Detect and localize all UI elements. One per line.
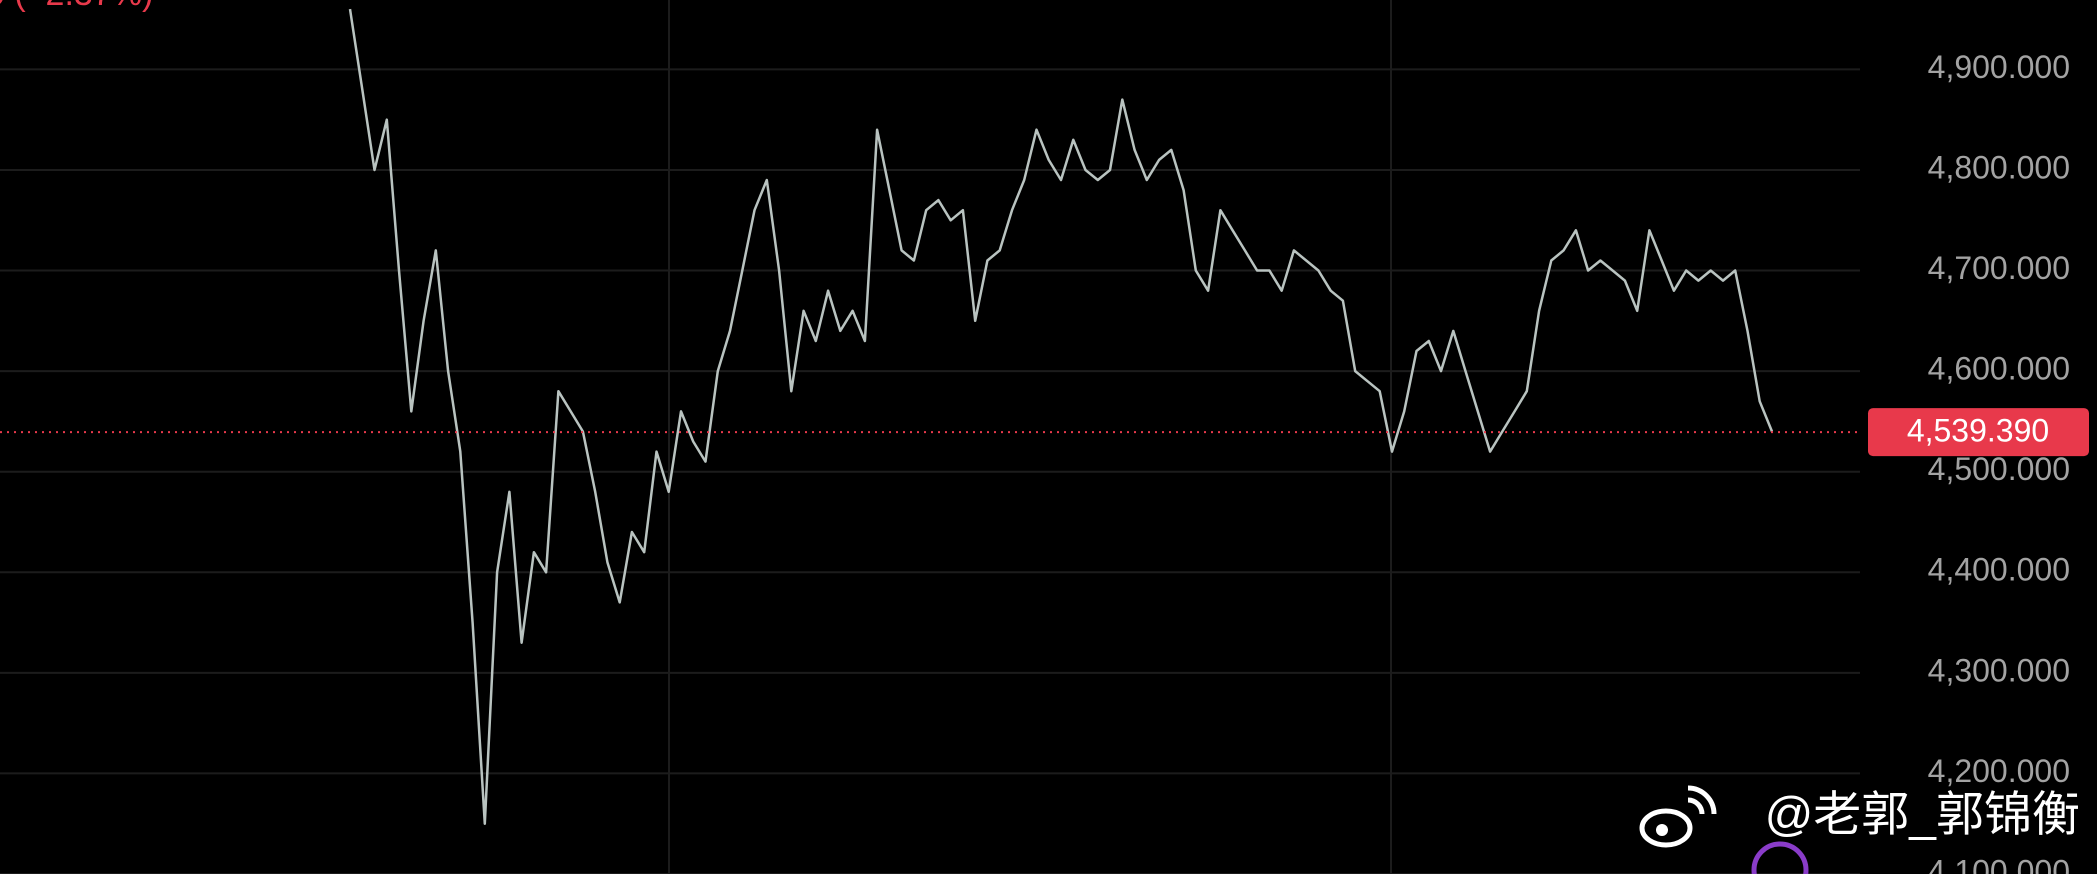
last-price-box: [1868, 408, 2089, 457]
y-tick-label: 4,300.000: [1928, 652, 2070, 688]
y-tick-label: 4,100.000: [1928, 853, 2070, 874]
header-change: 0 (−2.37%): [0, 0, 153, 13]
y-tick-label: 4,200.000: [1928, 753, 2070, 789]
badge-icon: [1751, 841, 1809, 874]
y-tick-label: 4,500.000: [1928, 451, 2070, 487]
watermark: @老郭_郭锦衡: [1765, 789, 2080, 842]
y-tick-label: 4,600.000: [1928, 351, 2070, 387]
last-price-label: 4,539.390: [1907, 413, 2049, 449]
weibo-logo: [1639, 785, 1717, 848]
y-tick-label: 4,800.000: [1928, 149, 2070, 185]
price-line: [348, 8, 1774, 825]
y-tick-label: 4,700.000: [1928, 250, 2070, 286]
y-tick-label: 4,900.000: [1928, 49, 2070, 85]
y-tick-label: 4,400.000: [1928, 552, 2070, 588]
